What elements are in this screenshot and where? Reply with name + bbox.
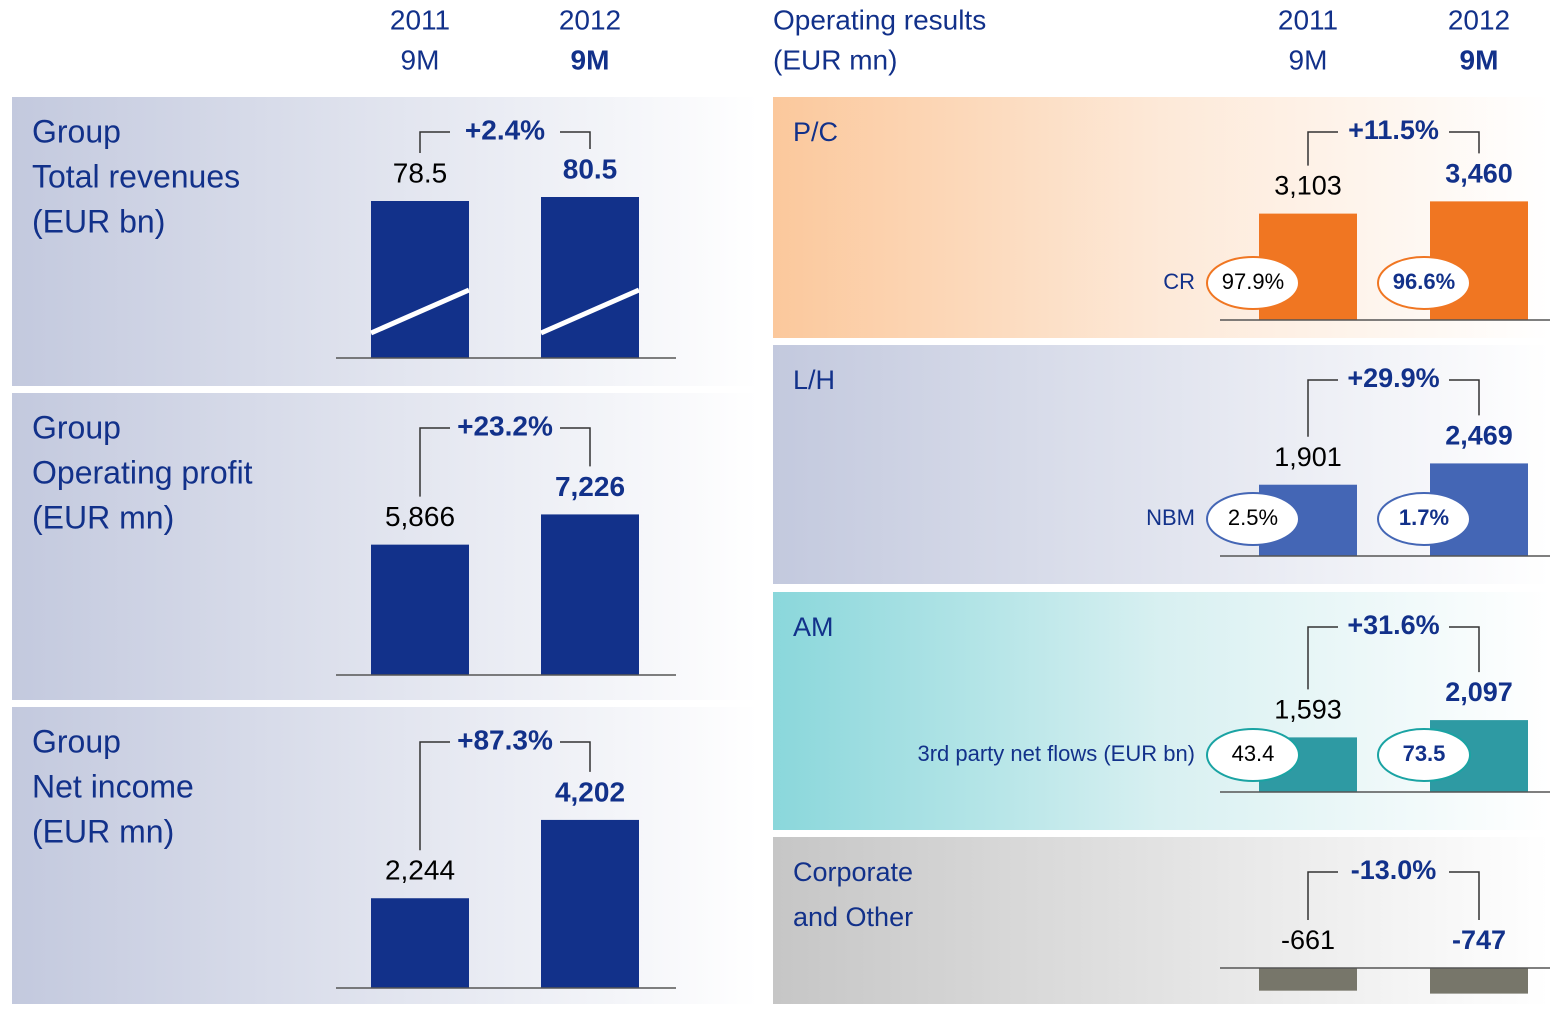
- change-bracket: [1307, 626, 1480, 690]
- change-bracket: [1307, 131, 1480, 166]
- year: 2011: [390, 4, 450, 35]
- bar-stripe: [369, 287, 471, 336]
- panel-title: Group: [32, 409, 121, 445]
- ratio-ring: [1377, 256, 1471, 310]
- change-bracket: [1307, 379, 1480, 437]
- ratio-ring: [1206, 492, 1300, 546]
- panel-title: and Other: [793, 902, 913, 932]
- value-label: 3,103: [1274, 171, 1342, 201]
- bar: [541, 197, 639, 358]
- period: 9M: [401, 44, 440, 75]
- header: 2011 9M 2012 9M Operating results (EUR m…: [390, 4, 1510, 75]
- change-label: +87.3%: [457, 724, 553, 755]
- bar: [371, 544, 469, 675]
- ratio-name: CR: [1163, 269, 1195, 294]
- value-label: 5,866: [385, 501, 455, 532]
- year: 2011: [1278, 4, 1338, 35]
- ratio-ring: [1206, 256, 1300, 310]
- panel-title: (EUR mn): [32, 499, 174, 535]
- section-title: Operating results: [773, 4, 986, 35]
- panel-title: Group: [32, 113, 121, 149]
- value-label: 4,202: [555, 776, 625, 807]
- ratio-name: NBM: [1146, 505, 1195, 530]
- change-bracket: [419, 131, 591, 153]
- bar: [1259, 968, 1357, 991]
- bar: [371, 201, 469, 358]
- section-unit: (EUR mn): [773, 44, 897, 75]
- panel-title: Corporate: [793, 857, 913, 887]
- value-label: 3,460: [1445, 158, 1513, 188]
- value-label: 1,901: [1274, 442, 1342, 472]
- change-label: +11.5%: [1348, 115, 1439, 145]
- value-label: 2,097: [1445, 677, 1513, 707]
- ratio-label: 43.4: [1232, 741, 1275, 766]
- period: 9M: [1460, 44, 1499, 75]
- bar: [1430, 968, 1528, 994]
- change-label: +29.9%: [1347, 363, 1439, 393]
- bar: [541, 819, 639, 988]
- ratio-label: 96.6%: [1393, 269, 1455, 294]
- bar-stripe: [539, 287, 641, 336]
- ratio-label: 73.5: [1403, 741, 1446, 766]
- change-bracket: [419, 427, 591, 497]
- change-bracket: [419, 741, 591, 851]
- value-label: 1,593: [1274, 695, 1342, 725]
- panel-title: Total revenues: [32, 158, 240, 194]
- value-label: 80.5: [563, 153, 618, 184]
- change-label: +2.4%: [465, 114, 545, 145]
- panel-title: AM: [793, 612, 834, 642]
- value-label: -661: [1281, 925, 1335, 955]
- panel-title: L/H: [793, 365, 835, 395]
- change-bracket: [1307, 871, 1480, 920]
- change-label: +31.6%: [1347, 610, 1439, 640]
- year: 2012: [559, 4, 621, 35]
- change-label: -13.0%: [1351, 855, 1437, 885]
- period: 9M: [571, 44, 610, 75]
- ratio-label: 2.5%: [1228, 505, 1278, 530]
- panel-title: Operating profit: [32, 454, 253, 490]
- bar: [371, 898, 469, 988]
- ratio-ring: [1377, 728, 1471, 782]
- panel-title: (EUR bn): [32, 203, 165, 239]
- value-label: 2,469: [1445, 421, 1513, 451]
- value-label: -747: [1452, 925, 1506, 955]
- ratio-label: 97.9%: [1222, 269, 1284, 294]
- value-label: 7,226: [555, 471, 625, 502]
- value-label: 2,244: [385, 855, 455, 886]
- panel-title: (EUR mn): [32, 813, 174, 849]
- panel-title: Group: [32, 723, 121, 759]
- bar: [541, 514, 639, 675]
- ratio-ring: [1377, 492, 1471, 546]
- year: 2012: [1448, 4, 1510, 35]
- ratio-ring: [1206, 728, 1300, 782]
- panel-title: Net income: [32, 768, 194, 804]
- period: 9M: [1289, 44, 1328, 75]
- change-label: +23.2%: [457, 410, 553, 441]
- panel-background: [773, 837, 1550, 1004]
- value-label: 78.5: [393, 157, 448, 188]
- panel-title: P/C: [793, 117, 838, 147]
- ratio-label: 1.7%: [1399, 505, 1449, 530]
- panel-background: [773, 592, 1550, 830]
- ratio-name: 3rd party net flows (EUR bn): [917, 741, 1195, 766]
